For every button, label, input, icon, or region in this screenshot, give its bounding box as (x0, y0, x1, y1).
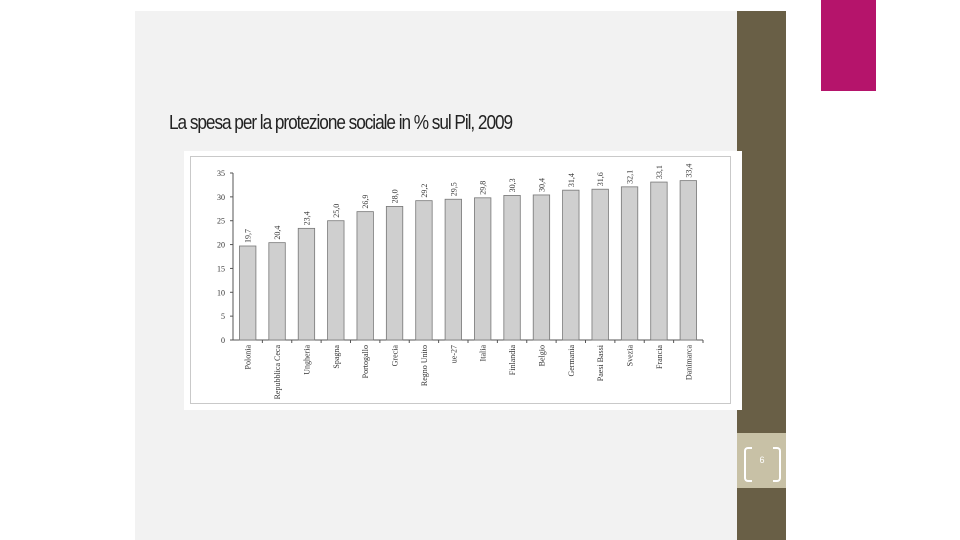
y-tick-label: 35 (217, 169, 225, 178)
data-label: 29,2 (420, 184, 429, 198)
category-label: Spagna (332, 345, 341, 369)
y-tick-label: 20 (217, 241, 225, 250)
category-label: Paesi Bassi (596, 344, 605, 381)
bar (239, 245, 257, 341)
right-bracket-icon (773, 447, 781, 482)
category-label: Francia (655, 345, 664, 369)
bar (474, 197, 492, 341)
data-label: 25,0 (332, 204, 341, 218)
data-label: 30,3 (508, 178, 517, 192)
bar (679, 180, 697, 341)
category-label: Ungheria (302, 345, 311, 375)
y-tick-label: 25 (217, 217, 225, 226)
bar (356, 211, 374, 341)
accent-tab (821, 0, 876, 91)
category-label: Repubblica Ceca (273, 345, 282, 400)
data-label: 29,8 (479, 181, 488, 195)
category-label: Belgio (537, 345, 546, 366)
bar-chart: 0 5 10 15 20 25 30 35 19,7 20,4 23,4 25,0 26,9 28,0 2… (217, 164, 704, 400)
data-label: 31,4 (567, 173, 576, 187)
category-label: Danimarca (684, 345, 693, 381)
bar (591, 188, 609, 341)
bar (503, 195, 521, 341)
bar (650, 181, 668, 341)
data-label: 33,4 (684, 164, 693, 178)
data-label: 19,7 (244, 229, 253, 243)
data-label: 28,0 (391, 189, 400, 203)
bar (297, 227, 316, 341)
left-bracket-icon (744, 447, 752, 482)
data-label: 33,1 (655, 165, 664, 179)
category-label: Polonia (244, 345, 253, 370)
data-label: 30,4 (537, 178, 546, 192)
data-label: 29,5 (449, 182, 458, 196)
page-number: 6 (759, 455, 765, 465)
bar (444, 198, 462, 341)
bar (562, 189, 580, 341)
data-label: 20,4 (273, 226, 282, 240)
slide-title: La spesa per la protezione sociale in % … (169, 112, 513, 134)
category-label: ue-27 (449, 345, 458, 363)
category-label: Finlandia (508, 345, 517, 376)
data-label: 23,4 (302, 211, 311, 225)
category-label: Regno Unito (420, 345, 429, 386)
category-label: Svezia (626, 345, 635, 367)
bar (532, 194, 551, 341)
y-tick-label: 30 (217, 193, 225, 202)
y-tick-label: 15 (217, 264, 225, 273)
y-tick-label: 0 (221, 336, 225, 345)
y-tick-label: 5 (221, 312, 225, 321)
data-label: 31,6 (596, 172, 605, 186)
data-label: 32,1 (626, 170, 635, 184)
y-tick-label: 10 (217, 288, 225, 297)
bar (385, 206, 404, 341)
bar (620, 186, 639, 341)
category-label: Portogallo (361, 345, 370, 378)
category-label: Grecia (391, 345, 400, 367)
chart-frame: 0 5 10 15 20 25 30 35 19,7 20,4 23,4 25,0 26,9 28,0 2… (190, 156, 731, 404)
data-label: 26,9 (361, 195, 370, 209)
bar (415, 200, 433, 341)
bar (268, 242, 286, 341)
category-label: Germania (567, 345, 576, 377)
bar (327, 220, 345, 341)
category-label: Italia (479, 345, 488, 362)
